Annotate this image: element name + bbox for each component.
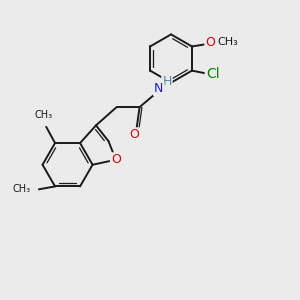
Text: Cl: Cl — [206, 67, 219, 81]
Text: N: N — [154, 82, 164, 95]
Text: H: H — [162, 75, 172, 88]
Text: CH₃: CH₃ — [13, 184, 31, 194]
Text: CH₃: CH₃ — [217, 37, 238, 47]
Text: O: O — [129, 128, 139, 141]
Text: O: O — [205, 36, 215, 50]
Text: CH₃: CH₃ — [35, 110, 53, 120]
Text: O: O — [111, 153, 121, 166]
